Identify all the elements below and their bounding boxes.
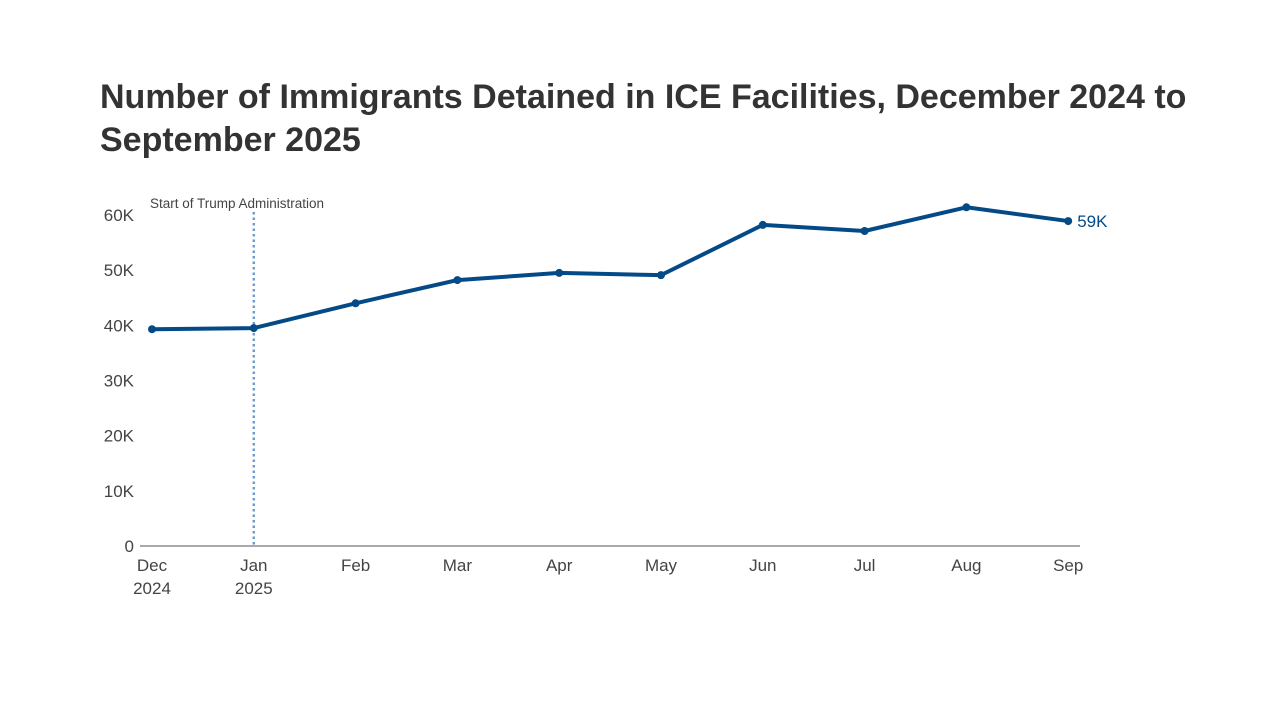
y-tick-label: 30K (104, 372, 135, 391)
x-tick-label: Jul (854, 556, 876, 575)
data-point (351, 299, 360, 308)
x-tick-label: Apr (546, 556, 573, 575)
data-point (758, 220, 767, 229)
y-tick-label: 0 (125, 537, 134, 556)
end-value-label: 59K (1077, 212, 1108, 231)
data-point (1064, 217, 1073, 226)
series-line (151, 205, 1069, 332)
x-tick-label: Jan (240, 556, 267, 575)
chart-title: Number of Immigrants Detained in ICE Fac… (100, 78, 1187, 159)
y-tick-label: 50K (104, 261, 135, 280)
data-point (962, 203, 971, 212)
y-tick-label: 20K (104, 427, 135, 446)
x-tick-label: Jun (749, 556, 776, 575)
data-point (249, 324, 258, 333)
x-tick-label: Aug (951, 556, 981, 575)
x-tick-label: Sep (1053, 556, 1083, 575)
annotation-label: Start of Trump Administration (150, 196, 324, 211)
x-tick-year-label: 2024 (133, 579, 171, 598)
y-tick-label: 60K (104, 206, 135, 225)
data-point (148, 325, 156, 334)
y-tick-label: 40K (104, 316, 135, 335)
x-tick-label: Mar (443, 556, 473, 575)
x-tick-year-label: 2025 (235, 579, 273, 598)
data-point (453, 276, 462, 285)
y-tick-label: 10K (104, 482, 135, 501)
x-tick-label: May (645, 556, 678, 575)
x-tick-label: Dec (137, 556, 168, 575)
x-tick-label: Feb (341, 556, 370, 575)
data-point (657, 271, 665, 280)
data-point (860, 226, 869, 235)
data-point (555, 268, 564, 277)
